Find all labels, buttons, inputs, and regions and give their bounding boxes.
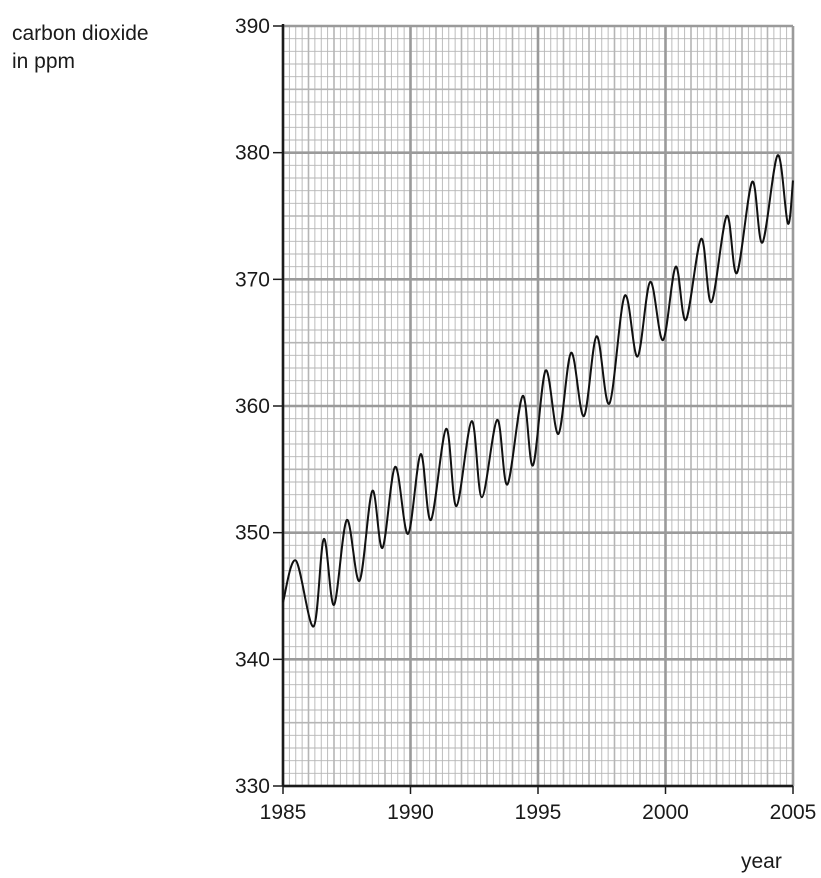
y-tick-label: 370 bbox=[235, 268, 270, 291]
x-tick-label: 1995 bbox=[515, 801, 562, 824]
y-tick-label: 360 bbox=[235, 395, 270, 418]
y-axis-label-line-1: carbon dioxide bbox=[12, 22, 149, 45]
y-tick-labels: 330 340 350 360 370 380 390 bbox=[235, 15, 283, 798]
x-tick-labels: 1985 1990 1995 2000 2005 bbox=[260, 786, 817, 824]
x-tick-label: 2000 bbox=[642, 801, 689, 824]
co2-series-line bbox=[282, 154, 794, 628]
y-axis-label: carbon dioxide in ppm bbox=[12, 20, 149, 76]
y-tick-label: 350 bbox=[235, 522, 270, 545]
y-tick-label: 390 bbox=[235, 15, 270, 38]
y-tick-label: 340 bbox=[235, 648, 270, 671]
x-axis-label: year bbox=[741, 850, 782, 873]
x-tick-label: 1985 bbox=[260, 801, 307, 824]
x-tick-label: 2005 bbox=[770, 801, 817, 824]
x-tick-label: 1990 bbox=[387, 801, 434, 824]
y-axis-label-line-2: in ppm bbox=[12, 50, 76, 73]
series-layer bbox=[282, 154, 794, 628]
y-tick-label: 330 bbox=[235, 775, 270, 798]
y-tick-label: 380 bbox=[235, 142, 270, 165]
